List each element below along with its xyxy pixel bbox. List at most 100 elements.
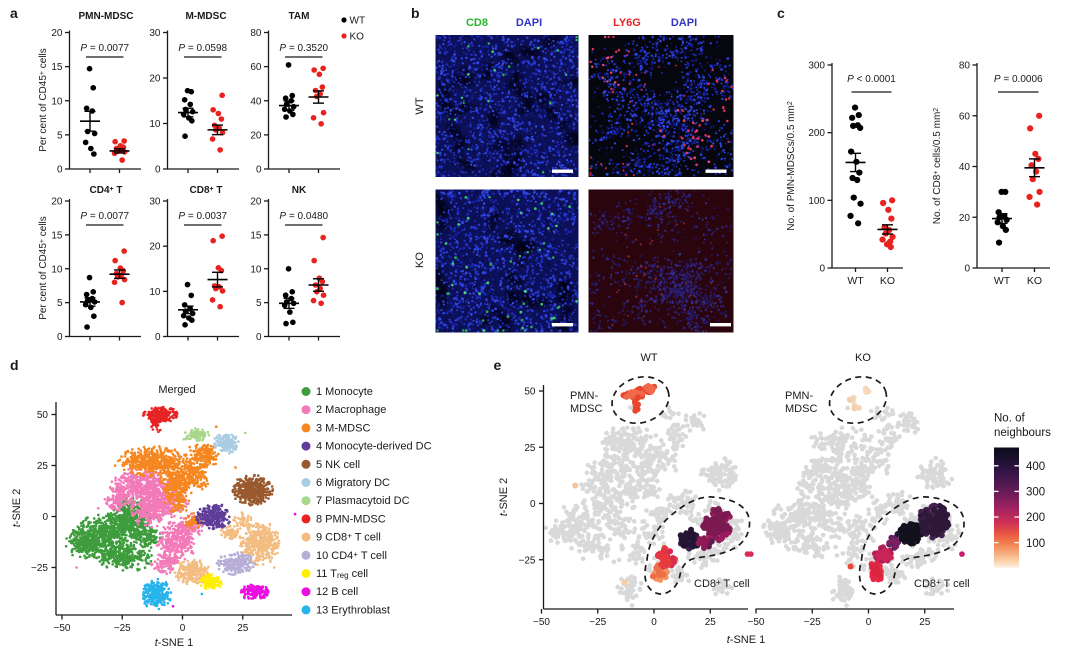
svg-text:−25: −25 — [804, 617, 821, 628]
svg-text:KO: KO — [350, 32, 365, 43]
svg-text:40: 40 — [959, 162, 971, 173]
svg-text:11 Treg cell: 11 Treg cell — [316, 568, 368, 580]
svg-text:10: 10 — [250, 264, 262, 275]
svg-text:0: 0 — [819, 264, 825, 275]
svg-text:M-MDSC: M-MDSC — [185, 11, 226, 22]
svg-text:25: 25 — [37, 461, 49, 472]
svg-text:TAM: TAM — [289, 11, 310, 22]
svg-text:0: 0 — [256, 165, 262, 176]
svg-text:10: 10 — [51, 264, 63, 275]
svg-text:b: b — [411, 5, 420, 21]
svg-text:P = 0.0077: P = 0.0077 — [80, 211, 129, 222]
svg-text:6 Migratory DC: 6 Migratory DC — [316, 477, 390, 489]
svg-text:10 CD4+ T cell: 10 CD4+ T cell — [316, 549, 387, 561]
svg-text:0: 0 — [530, 499, 536, 510]
svg-text:200: 200 — [808, 128, 825, 139]
svg-text:20: 20 — [250, 197, 262, 208]
svg-text:a: a — [10, 5, 18, 21]
svg-text:300: 300 — [808, 61, 825, 72]
svg-text:t-SNE 1: t-SNE 1 — [155, 637, 194, 649]
svg-text:P < 0.0001: P < 0.0001 — [847, 74, 896, 85]
svg-text:c: c — [777, 5, 785, 21]
svg-text:200: 200 — [1026, 512, 1045, 524]
svg-text:50: 50 — [37, 410, 49, 421]
svg-text:10: 10 — [149, 119, 161, 130]
svg-text:300: 300 — [1026, 487, 1045, 499]
svg-text:0: 0 — [155, 332, 161, 343]
svg-text:CD8+ T cell: CD8+ T cell — [694, 578, 750, 590]
svg-text:400: 400 — [1026, 461, 1045, 473]
svg-text:t-SNE 2: t-SNE 2 — [11, 489, 23, 528]
svg-text:60: 60 — [250, 62, 262, 73]
svg-text:d: d — [10, 357, 19, 373]
svg-text:PMN-: PMN- — [570, 390, 598, 402]
svg-text:DAPI: DAPI — [671, 17, 697, 29]
svg-text:Merged: Merged — [158, 384, 195, 396]
svg-text:13 Erythroblast: 13 Erythroblast — [316, 604, 390, 616]
svg-text:80: 80 — [959, 61, 971, 72]
svg-text:e: e — [494, 357, 502, 373]
svg-text:9 CD8+ T cell: 9 CD8+ T cell — [316, 531, 381, 543]
svg-text:100: 100 — [1026, 538, 1045, 550]
svg-text:−25: −25 — [589, 617, 606, 628]
svg-text:P = 0.0006: P = 0.0006 — [994, 74, 1043, 85]
svg-text:30: 30 — [149, 197, 161, 208]
svg-text:KO: KO — [1027, 275, 1042, 287]
svg-text:P = 0.0077: P = 0.0077 — [80, 43, 129, 54]
svg-text:100: 100 — [808, 196, 825, 207]
svg-text:15: 15 — [250, 230, 262, 241]
svg-text:0: 0 — [57, 165, 63, 176]
svg-text:t-SNE 2: t-SNE 2 — [498, 478, 510, 517]
svg-text:No. of CD8+ cells/0.5 mm2: No. of CD8+ cells/0.5 mm2 — [932, 108, 943, 224]
svg-text:3 M-MDSC: 3 M-MDSC — [316, 422, 370, 434]
svg-text:15: 15 — [51, 230, 63, 241]
svg-text:5: 5 — [57, 298, 63, 309]
svg-text:−50: −50 — [533, 617, 550, 628]
svg-text:WT: WT — [414, 97, 426, 114]
svg-text:0: 0 — [57, 332, 63, 343]
svg-text:20: 20 — [149, 242, 161, 253]
svg-text:t-SNE 1: t-SNE 1 — [727, 634, 766, 646]
svg-text:WT: WT — [994, 275, 1011, 287]
svg-text:12 B cell: 12 B cell — [316, 586, 358, 598]
svg-text:1 Monocyte: 1 Monocyte — [316, 386, 373, 398]
svg-text:−25: −25 — [519, 555, 536, 566]
svg-text:P = 0.0598: P = 0.0598 — [178, 43, 227, 54]
svg-text:WT: WT — [847, 275, 864, 287]
svg-text:NK: NK — [292, 185, 307, 196]
svg-text:PMN-MDSC: PMN-MDSC — [79, 11, 134, 22]
svg-text:−25: −25 — [114, 623, 131, 634]
svg-text:0: 0 — [256, 332, 262, 343]
svg-text:5 NK cell: 5 NK cell — [316, 459, 360, 471]
svg-text:KO: KO — [880, 275, 895, 287]
svg-text:5: 5 — [57, 130, 63, 141]
svg-text:CD8+ T cell: CD8+ T cell — [914, 578, 970, 590]
svg-text:P = 0.3520: P = 0.3520 — [279, 43, 328, 54]
svg-text:CD8: CD8 — [466, 17, 488, 29]
svg-text:5: 5 — [256, 298, 262, 309]
svg-text:0: 0 — [155, 165, 161, 176]
svg-text:20: 20 — [250, 130, 262, 141]
svg-text:CD4+ T: CD4+ T — [90, 185, 123, 196]
svg-text:WT: WT — [640, 352, 657, 364]
svg-text:8 PMN-MDSC: 8 PMN-MDSC — [316, 513, 386, 525]
svg-text:−50: −50 — [748, 617, 765, 628]
svg-text:30: 30 — [149, 28, 161, 39]
svg-text:P = 0.0480: P = 0.0480 — [279, 211, 328, 222]
svg-text:P = 0.0037: P = 0.0037 — [178, 211, 227, 222]
svg-text:0: 0 — [42, 512, 48, 523]
svg-text:40: 40 — [250, 96, 262, 107]
svg-text:50: 50 — [524, 387, 536, 398]
svg-text:10: 10 — [51, 96, 63, 107]
svg-text:25: 25 — [705, 617, 717, 628]
svg-text:7 Plasmacytoid DC: 7 Plasmacytoid DC — [316, 495, 410, 507]
svg-text:KO: KO — [855, 352, 871, 364]
svg-text:DAPI: DAPI — [516, 17, 542, 29]
svg-text:20: 20 — [959, 213, 971, 224]
svg-text:No. of: No. of — [994, 413, 1025, 425]
svg-text:15: 15 — [51, 62, 63, 73]
svg-text:Per cent of CD45+ cells: Per cent of CD45+ cells — [38, 216, 49, 320]
svg-text:80: 80 — [250, 28, 262, 39]
svg-text:Per cent of CD45+ cells: Per cent of CD45+ cells — [38, 48, 49, 152]
svg-text:neighbours: neighbours — [994, 427, 1051, 439]
